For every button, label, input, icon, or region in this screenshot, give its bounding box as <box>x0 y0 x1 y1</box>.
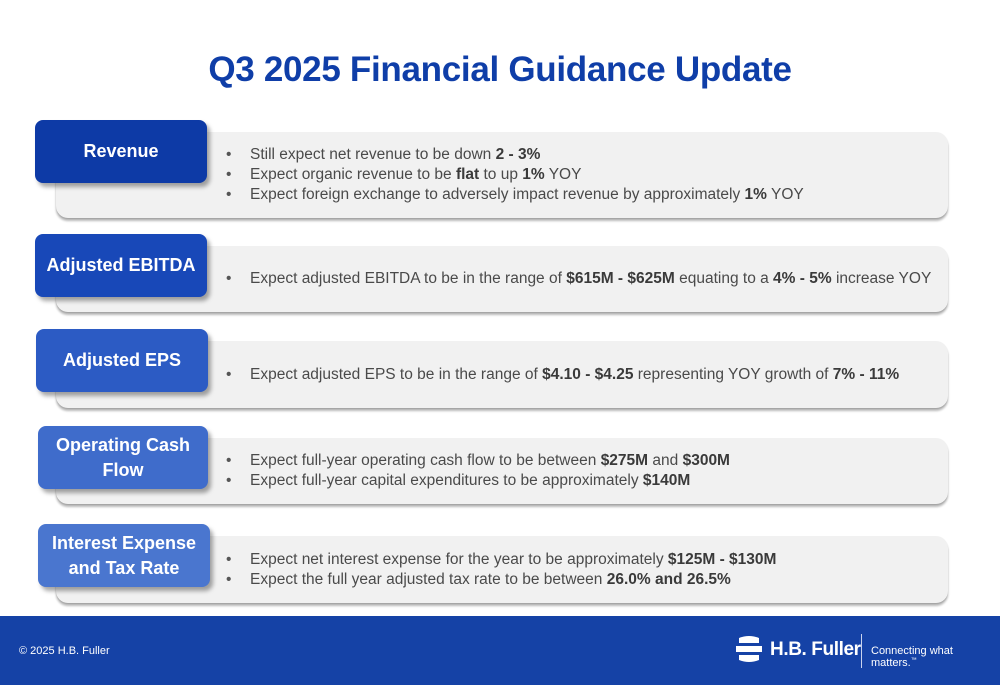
bullet-text: Expect the full year adjusted tax rate t… <box>250 570 607 588</box>
bullet-text: Expect net interest expense for the year… <box>250 550 668 568</box>
bullet-text: Expect foreign exchange to adversely imp… <box>250 186 745 203</box>
page-title: Q3 2025 Financial Guidance Update <box>208 50 792 89</box>
bullet-text: Still expect net revenue to be down <box>250 146 496 163</box>
bullet-text: Expect adjusted EBITDA to be in the rang… <box>250 270 567 287</box>
bullet-list: Still expect net revenue to be down 2 - … <box>226 132 804 218</box>
bullet-text: Expect full-year operating cash flow to … <box>250 452 601 469</box>
guidance-bullet: Expect adjusted EPS to be in the range o… <box>226 365 899 385</box>
section-tab-revenue: Revenue <box>35 120 207 183</box>
guidance-row-operating-cash-flow: Operating Cash Flow Expect full-year ope… <box>0 426 1000 504</box>
bullet-list: Expect full-year operating cash flow to … <box>226 438 730 504</box>
bullet-list: Expect adjusted EBITDA to be in the rang… <box>226 246 931 312</box>
bullet-text: YOY <box>544 166 582 183</box>
section-tab-adjusted-eps: Adjusted EPS <box>36 329 208 392</box>
bullet-highlight: 1% <box>522 166 545 183</box>
bullet-highlight: $4.10 - $4.25 <box>542 365 634 383</box>
bullet-text: equating to a <box>674 270 774 287</box>
section-tab-operating-cash-flow: Operating Cash Flow <box>38 426 208 489</box>
bullet-text: Expect organic revenue to be <box>250 166 456 183</box>
bullet-text: Expect adjusted EPS to be in the range o… <box>250 365 543 383</box>
bullet-text: and <box>648 452 683 469</box>
bullet-highlight: $300M <box>682 452 730 469</box>
guidance-bullet: Expect organic revenue to be flat to up … <box>226 165 804 185</box>
bullet-list: Expect adjusted EPS to be in the range o… <box>226 341 899 408</box>
logo-divider <box>861 634 862 668</box>
bullet-highlight: $140M <box>642 472 691 489</box>
guidance-bullet: Expect the full year adjusted tax rate t… <box>226 570 776 590</box>
bullet-highlight: $275M <box>600 452 649 469</box>
bullet-highlight: $615M - $625M <box>566 270 675 287</box>
bullet-highlight: 26.0% and 26.5% <box>606 570 731 588</box>
footer-bar: © 2025 H.B. Fuller H.B. Fuller Connectin… <box>0 616 1000 685</box>
guidance-row-adjusted-eps: Adjusted EPS Expect adjusted EPS to be i… <box>0 329 1000 408</box>
bullet-highlight: 4% - 5% <box>773 270 832 287</box>
guidance-bullet: Expect full-year capital expenditures to… <box>226 471 730 491</box>
bullet-text: representing YOY growth of <box>633 365 833 383</box>
bullet-highlight: 7% - 11% <box>832 365 900 383</box>
hb-fuller-logo-icon <box>736 636 762 662</box>
guidance-row-interest-expense: Interest Expense and Tax Rate Expect net… <box>0 524 1000 603</box>
bullet-highlight: 2 - 3% <box>495 146 541 163</box>
guidance-bullet: Still expect net revenue to be down 2 - … <box>226 145 804 165</box>
guidance-bullet: Expect foreign exchange to adversely imp… <box>226 185 804 205</box>
guidance-row-revenue: Revenue Still expect net revenue to be d… <box>0 120 1000 218</box>
bullet-highlight: $125M - $130M <box>667 550 777 568</box>
brand-name: H.B. Fuller <box>770 639 861 660</box>
tagline-text: Connecting what matters. <box>871 645 953 669</box>
guidance-row-adjusted-ebitda: Adjusted EBITDA Expect adjusted EBITDA t… <box>0 234 1000 312</box>
copyright-text: © 2025 H.B. Fuller <box>19 645 110 657</box>
section-tab-interest-expense: Interest Expense and Tax Rate <box>38 524 210 587</box>
bullet-highlight: 1% <box>744 186 767 203</box>
bullet-highlight: flat <box>455 166 480 183</box>
bullet-text: to up <box>479 166 523 183</box>
guidance-bullet: Expect full-year operating cash flow to … <box>226 451 730 471</box>
tagline: Connecting what matters.™ <box>871 645 1000 669</box>
guidance-bullet: Expect net interest expense for the year… <box>226 550 776 570</box>
bullet-text: Expect full-year capital expenditures to… <box>250 472 643 489</box>
guidance-bullet: Expect adjusted EBITDA to be in the rang… <box>226 269 931 289</box>
bullet-text: increase YOY <box>831 270 932 287</box>
section-tab-adjusted-ebitda: Adjusted EBITDA <box>35 234 207 297</box>
bullet-list: Expect net interest expense for the year… <box>226 536 776 603</box>
trademark-mark: ™ <box>910 657 917 664</box>
bullet-text: YOY <box>766 186 804 203</box>
